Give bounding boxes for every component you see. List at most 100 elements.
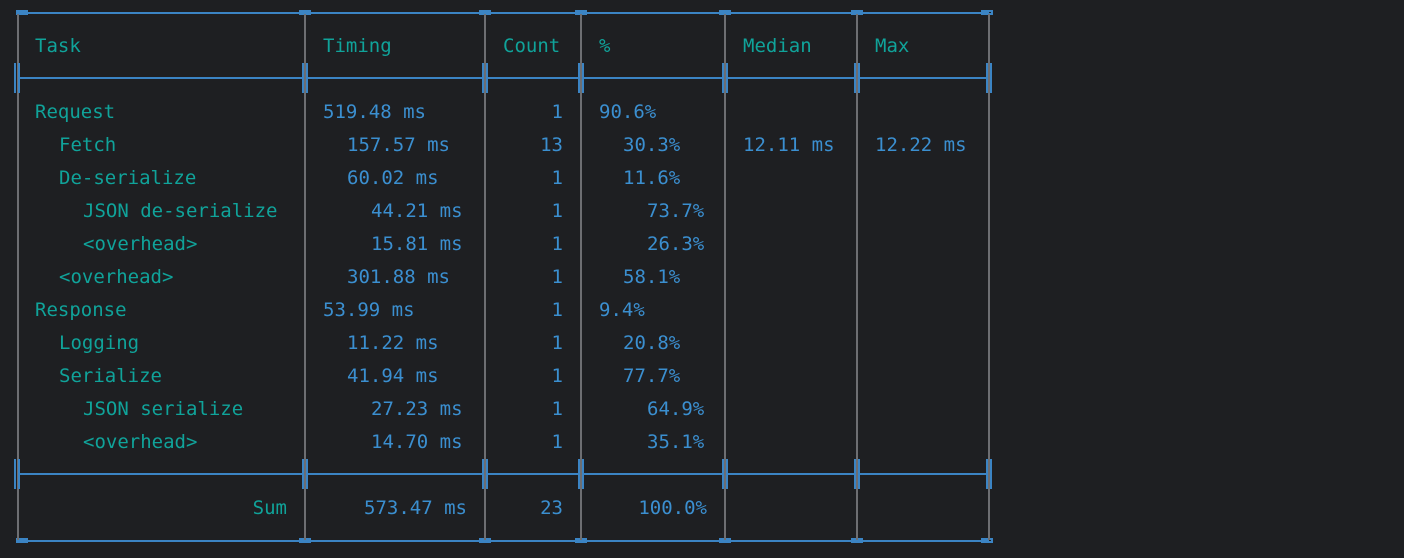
count-cell: 1 (551, 167, 563, 189)
junction-mark (858, 459, 860, 489)
count-cell: 13 (540, 134, 563, 156)
column-divider (580, 14, 582, 540)
column-divider (484, 14, 486, 540)
border-cap (16, 10, 28, 15)
count-cell: 1 (551, 332, 563, 354)
timing-cell: 15.81 ms (371, 233, 463, 255)
footer-percent: 100.0% (638, 497, 707, 519)
task-cell: De-serialize (59, 167, 197, 189)
median-cell: 12.11 ms (743, 134, 835, 156)
junction-mark (18, 459, 20, 489)
junction-mark (990, 63, 992, 93)
count-cell: 1 (551, 365, 563, 387)
task-cell: Request (35, 101, 116, 123)
header-count: Count (503, 35, 561, 57)
percent-cell: 11.6% (623, 167, 681, 189)
timing-cell: 11.22 ms (347, 332, 439, 354)
count-cell: 1 (551, 101, 563, 123)
task-cell: Serialize (59, 365, 162, 387)
header-task: Task (35, 35, 81, 57)
footer-count: 23 (540, 497, 563, 519)
timing-cell: 60.02 ms (347, 167, 439, 189)
task-cell: <overhead> (59, 266, 174, 288)
task-cell: JSON serialize (83, 398, 244, 420)
percent-cell: 90.6% (599, 101, 657, 123)
percent-cell: 30.3% (623, 134, 681, 156)
task-cell: <overhead> (83, 233, 198, 255)
header-median: Median (743, 35, 812, 57)
junction-mark (578, 459, 580, 489)
count-cell: 1 (551, 233, 563, 255)
max-cell: 12.22 ms (875, 134, 967, 156)
header-percent: % (599, 35, 611, 57)
junction-mark (302, 459, 304, 489)
header-timing: Timing (323, 35, 392, 57)
task-cell: JSON de-serialize (83, 200, 278, 222)
table-bottom-border (18, 540, 989, 542)
junction-mark (854, 63, 856, 93)
percent-cell: 35.1% (647, 431, 705, 453)
column-divider (304, 14, 306, 540)
percent-cell: 77.7% (623, 365, 681, 387)
junction-mark (14, 63, 16, 93)
junction-mark (990, 459, 992, 489)
junction-mark (726, 63, 728, 93)
junction-mark (582, 459, 584, 489)
timing-cell: 44.21 ms (371, 200, 463, 222)
junction-mark (306, 459, 308, 489)
timing-cell: 519.48 ms (323, 101, 426, 123)
percent-cell: 26.3% (647, 233, 705, 255)
timing-cell: 157.57 ms (347, 134, 450, 156)
task-cell: <overhead> (83, 431, 198, 453)
junction-mark (482, 63, 484, 93)
junction-mark (582, 63, 584, 93)
junction-mark (722, 63, 724, 93)
junction-mark (986, 63, 988, 93)
column-divider (856, 14, 858, 540)
border-cap (981, 10, 993, 15)
count-cell: 1 (551, 431, 563, 453)
junction-mark (14, 459, 16, 489)
task-cell: Logging (59, 332, 140, 354)
timing-cell: 27.23 ms (371, 398, 463, 420)
junction-mark (482, 459, 484, 489)
column-divider (724, 14, 726, 540)
header-separator (18, 77, 989, 79)
column-divider (988, 14, 990, 540)
junction-mark (858, 63, 860, 93)
junction-mark (986, 459, 988, 489)
task-cell: Response (35, 299, 127, 321)
count-cell: 1 (551, 398, 563, 420)
column-divider (17, 14, 19, 540)
header-max: Max (875, 35, 910, 57)
percent-cell: 58.1% (623, 266, 681, 288)
count-cell: 1 (551, 200, 563, 222)
border-cap (16, 538, 28, 543)
footer-label: Sum (252, 497, 287, 519)
junction-mark (854, 459, 856, 489)
footer-timing: 573.47 ms (364, 497, 467, 519)
junction-mark (726, 459, 728, 489)
table-top-border (18, 12, 989, 14)
timing-cell: 41.94 ms (347, 365, 439, 387)
junction-mark (578, 63, 580, 93)
task-cell: Fetch (59, 134, 117, 156)
border-cap (981, 538, 993, 543)
timing-cell: 301.88 ms (347, 266, 450, 288)
timing-cell: 14.70 ms (371, 431, 463, 453)
junction-mark (486, 459, 488, 489)
percent-cell: 64.9% (647, 398, 705, 420)
junction-mark (302, 63, 304, 93)
junction-mark (722, 459, 724, 489)
footer-separator (18, 473, 989, 475)
percent-cell: 20.8% (623, 332, 681, 354)
junction-mark (18, 63, 20, 93)
junction-mark (486, 63, 488, 93)
percent-cell: 9.4% (599, 299, 645, 321)
junction-mark (306, 63, 308, 93)
count-cell: 1 (551, 266, 563, 288)
timing-cell: 53.99 ms (323, 299, 415, 321)
percent-cell: 73.7% (647, 200, 705, 222)
count-cell: 1 (551, 299, 563, 321)
